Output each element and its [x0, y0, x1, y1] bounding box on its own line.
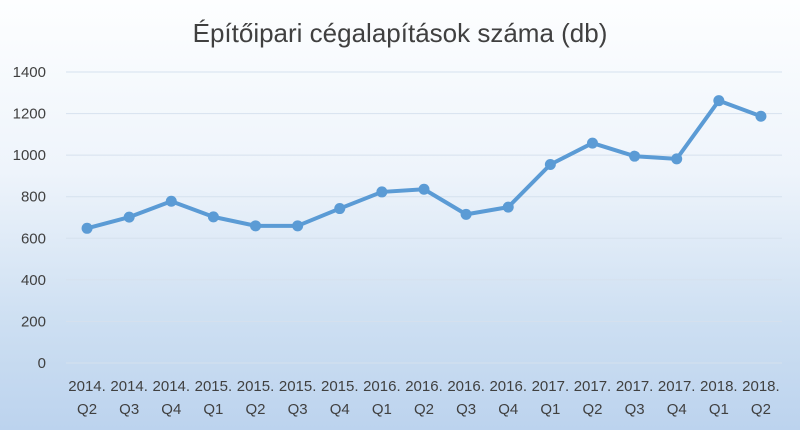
- data-point: [376, 186, 388, 198]
- x-tick-label-quarter: Q1: [203, 401, 223, 418]
- chart-title: Építőipari cégalapítások száma (db): [193, 18, 608, 48]
- x-tick-label-quarter: Q4: [667, 401, 687, 418]
- y-tick-label: 0: [38, 355, 46, 372]
- data-point: [713, 95, 725, 107]
- x-tick-label-quarter: Q3: [456, 401, 476, 418]
- data-point: [334, 203, 346, 215]
- x-tick-label-quarter: Q3: [625, 401, 645, 418]
- x-tick-label-year: 2015.: [321, 378, 359, 395]
- data-point: [250, 220, 262, 232]
- data-point: [586, 137, 598, 149]
- x-tick-label-quarter: Q4: [330, 401, 350, 418]
- data-point: [629, 150, 641, 162]
- y-tick-label: 1200: [13, 106, 46, 123]
- x-tick-label-year: 2017.: [532, 378, 570, 395]
- x-tick-label-quarter: Q4: [161, 401, 181, 418]
- x-tick-label-quarter: Q3: [119, 401, 139, 418]
- y-tick-label: 1400: [13, 64, 46, 81]
- data-point: [81, 222, 93, 234]
- series-line: [85, 98, 763, 231]
- x-tick-label-quarter: Q1: [372, 401, 392, 418]
- x-tick-label-quarter: Q2: [414, 401, 434, 418]
- x-tick-label-year: 2015.: [195, 378, 233, 395]
- x-tick-label-year: 2015.: [279, 378, 317, 395]
- x-tick-label-year: 2014.: [110, 378, 148, 395]
- x-tick-label-year: 2016.: [447, 378, 485, 395]
- series-layer: [81, 95, 767, 234]
- x-tick-label-year: 2015.: [237, 378, 275, 395]
- x-tick-label-year: 2017.: [616, 378, 654, 395]
- data-point: [418, 183, 430, 195]
- x-tick-label-quarter: Q3: [288, 401, 308, 418]
- x-tick-label-year: 2016.: [363, 378, 401, 395]
- data-point: [671, 153, 683, 165]
- x-tick-label-year: 2018.: [742, 378, 780, 395]
- x-tick-label-quarter: Q2: [582, 401, 602, 418]
- y-axis-tick-labels: 0 200 400 600 800 1000 1200 1400: [13, 64, 46, 372]
- x-tick-label-year: 2014.: [68, 378, 106, 395]
- data-point: [292, 220, 304, 232]
- x-tick-label-quarter: Q4: [498, 401, 518, 418]
- gridlines: [66, 71, 782, 364]
- x-tick-label-quarter: Q2: [751, 401, 771, 418]
- x-tick-label-quarter: Q1: [709, 401, 729, 418]
- x-tick-label-year: 2018.: [700, 378, 738, 395]
- x-tick-label-year: 2016.: [405, 378, 443, 395]
- x-tick-label-quarter: Q1: [540, 401, 560, 418]
- data-point: [123, 211, 135, 223]
- data-point: [544, 158, 556, 170]
- x-tick-label-year: 2014.: [153, 378, 191, 395]
- x-tick-label-quarter: Q2: [246, 401, 266, 418]
- x-tick-label-year: 2017.: [658, 378, 696, 395]
- y-tick-label: 600: [21, 230, 46, 247]
- y-tick-label: 200: [21, 313, 46, 330]
- x-axis-tick-labels: 2014. Q2 2014. Q3 2014. Q4 2015. Q1 2015. Q2 2015.…: [68, 378, 779, 418]
- data-point: [165, 195, 177, 207]
- y-tick-label: 1000: [13, 147, 46, 164]
- data-point: [502, 201, 514, 213]
- x-tick-label-year: 2016.: [489, 378, 527, 395]
- y-tick-label: 800: [21, 189, 46, 206]
- data-point: [755, 110, 767, 122]
- data-point: [207, 211, 219, 223]
- x-tick-label-year: 2017.: [574, 378, 612, 395]
- y-tick-label: 400: [21, 272, 46, 289]
- data-point: [460, 208, 472, 220]
- x-tick-label-quarter: Q2: [77, 401, 97, 418]
